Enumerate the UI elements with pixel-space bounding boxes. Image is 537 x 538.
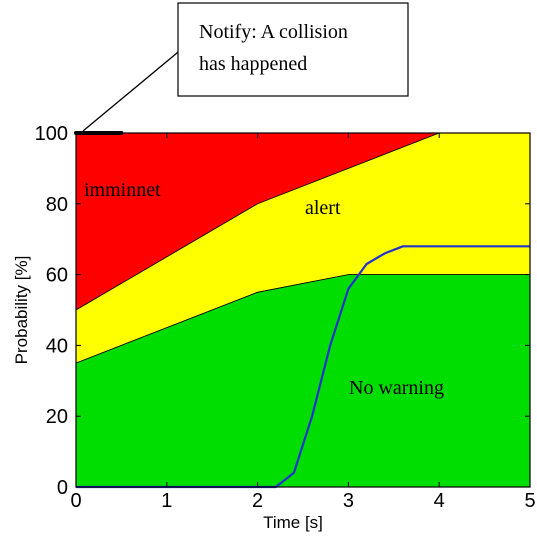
x-tick-label: 5 xyxy=(524,490,535,512)
region-label: imminnet xyxy=(84,179,161,201)
y-axis-label: Probability [%] xyxy=(12,256,31,365)
y-tick-label: 0 xyxy=(57,477,68,499)
callout-text-line: has happened xyxy=(199,53,307,75)
y-tick-label: 80 xyxy=(46,194,68,216)
callout: Notify: A collision has happened xyxy=(82,2,409,132)
x-tick-label: 4 xyxy=(434,490,445,512)
chart-regions xyxy=(75,132,531,488)
x-tick-label: 0 xyxy=(70,490,81,512)
chart-axes: 0 1 2 3 4 5 0 20 40 60 80 100 Time [s] Probability [%… xyxy=(12,123,536,532)
callout-text-line: Notify: A collision xyxy=(199,21,348,43)
region-label: alert xyxy=(305,197,341,219)
series-line xyxy=(76,245,530,489)
region-label: No warning xyxy=(349,377,444,399)
x-axis-label: Time [s] xyxy=(263,513,323,532)
callout-box xyxy=(177,2,409,97)
x-tick-label: 2 xyxy=(252,490,263,512)
y-tick-label: 20 xyxy=(46,406,68,428)
y-tick-label: 40 xyxy=(46,335,68,357)
callout-leader-line xyxy=(82,42,190,132)
x-tick-label: 3 xyxy=(343,490,354,512)
plot-frame xyxy=(75,132,531,488)
y-tick-label: 60 xyxy=(46,265,68,287)
y-tick-label: 100 xyxy=(35,123,68,145)
region-labels: imminnet alert No warning xyxy=(84,179,444,399)
x-tick-label: 1 xyxy=(161,490,172,512)
